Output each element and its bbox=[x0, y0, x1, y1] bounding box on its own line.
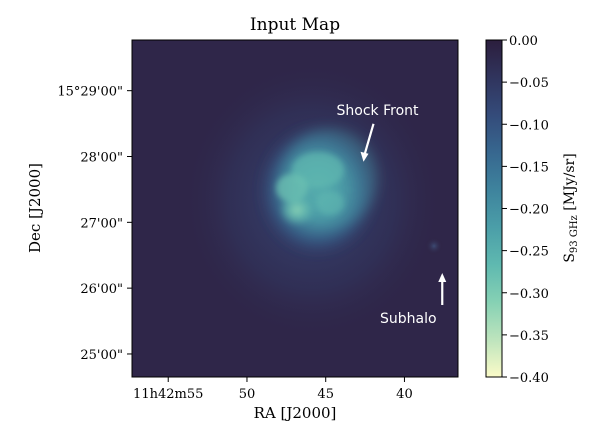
colorbar-tick-label: −0.20 bbox=[509, 203, 549, 218]
shock-front-arrow-head bbox=[360, 151, 369, 162]
colorbar-tick-label: −0.35 bbox=[509, 329, 549, 344]
chart-title: Input Map bbox=[250, 15, 340, 35]
colorbar-tick-label: −0.25 bbox=[509, 245, 549, 260]
annotation-subhalo: Subhalo bbox=[380, 311, 437, 327]
x-axis: 11h42m55 50 45 40 bbox=[133, 377, 413, 402]
colorbar-tick-label: 0.00 bbox=[509, 34, 538, 49]
annotation-shock-front: Shock Front bbox=[337, 103, 420, 119]
x-tick-label: 11h42m55 bbox=[133, 387, 203, 402]
colorbar-tick-label: −0.05 bbox=[509, 76, 549, 91]
heatmap-area bbox=[132, 40, 458, 377]
colorbar-tick-label: −0.30 bbox=[509, 287, 549, 302]
colorbar-tick-label: −0.15 bbox=[509, 160, 549, 175]
cluster-core-structure bbox=[276, 152, 344, 226]
y-tick-label: 25'00" bbox=[80, 348, 123, 363]
y-tick-label: 27'00" bbox=[80, 216, 123, 231]
y-axis: 15°29'00" 28'00" 27'00" 26'00" 25'00" bbox=[57, 85, 132, 363]
shock-front-arrow-shaft bbox=[363, 123, 375, 156]
map-frame bbox=[131, 39, 459, 378]
y-tick-label: 15°29'00" bbox=[57, 85, 123, 100]
y-tick-label: 28'00" bbox=[80, 151, 123, 166]
colorbar-label-units: [MJy/sr] bbox=[562, 153, 578, 215]
subhalo-arrow-head bbox=[438, 273, 447, 283]
core-blob-peak bbox=[279, 194, 315, 226]
x-tick-label: 50 bbox=[239, 387, 256, 402]
x-axis-label: RA [J2000] bbox=[254, 404, 337, 422]
subhalo-emission bbox=[425, 237, 443, 255]
colorbar: 0.00 −0.05 −0.10 −0.15 −0.20 −0.25 −0.30 −0.35 −… bbox=[485, 34, 580, 386]
colorbar-label: S93 GHz [MJy/sr] bbox=[562, 153, 580, 262]
colorbar-gradient bbox=[485, 39, 503, 378]
core-blob-upper bbox=[292, 152, 344, 188]
colorbar-label-main: S bbox=[562, 253, 578, 263]
y-axis-label: Dec [J2000] bbox=[26, 163, 44, 253]
annotations: Shock Front Subhalo bbox=[337, 103, 447, 327]
x-tick-label: 45 bbox=[317, 387, 334, 402]
x-tick-label: 40 bbox=[396, 387, 413, 402]
colorbar-tick-label: −0.40 bbox=[509, 371, 549, 386]
colorbar-ticks: 0.00 −0.05 −0.10 −0.15 −0.20 −0.25 −0.30 −0.35 −… bbox=[502, 34, 549, 386]
y-tick-label: 26'00" bbox=[80, 282, 123, 297]
colorbar-label-subscript: 93 GHz bbox=[569, 215, 580, 253]
colorbar-tick-label: −0.10 bbox=[509, 118, 549, 133]
core-blob-right bbox=[316, 191, 344, 215]
